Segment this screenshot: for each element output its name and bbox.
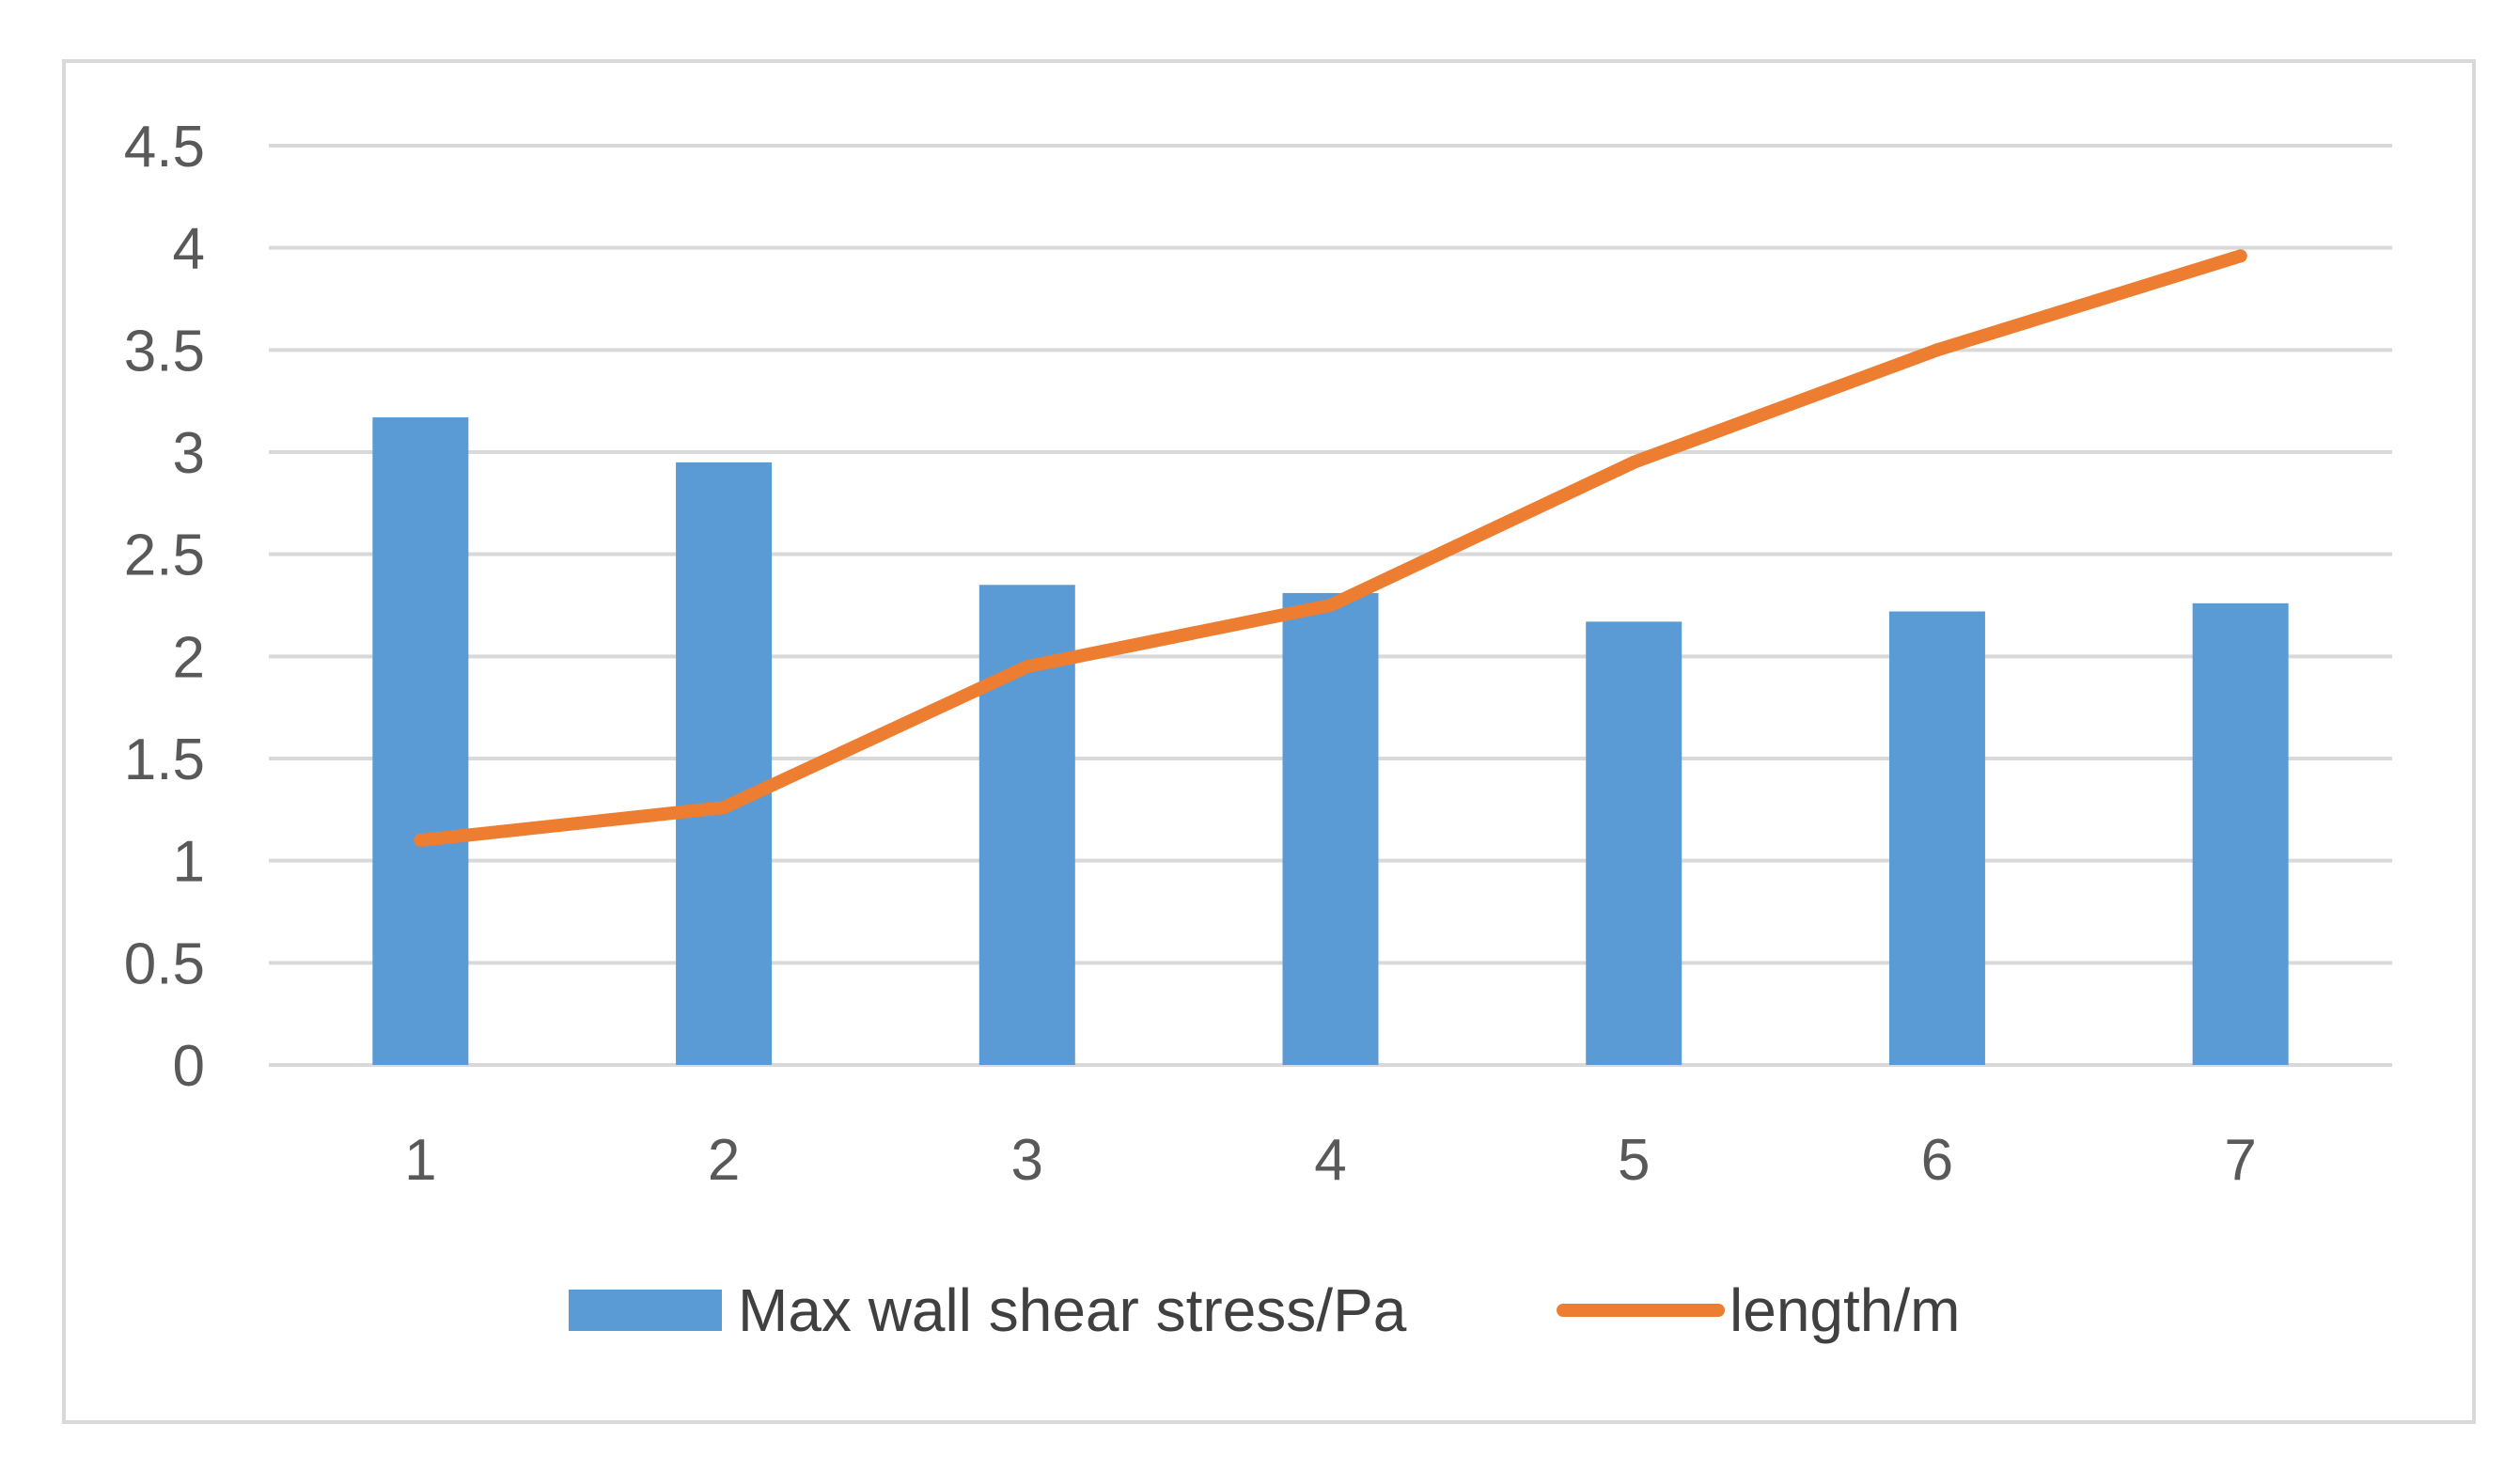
y-tick-label: 0.5 [124,931,205,996]
bar-series [372,417,2289,1065]
bar [676,462,773,1065]
y-tick-label: 1.5 [124,728,205,792]
legend-swatch-bar [569,1290,722,1331]
line-series [414,249,2247,847]
x-axis-ticks: 1 2 3 4 5 6 7 [404,1128,2257,1193]
gridlines [269,144,2392,1067]
x-tick-label: 7 [2224,1128,2256,1193]
line-point [2233,249,2247,263]
line-point [1020,660,1034,674]
bar [2192,602,2289,1065]
line-point [1930,343,1944,357]
line-point [1323,599,1338,612]
bar [372,417,469,1065]
bar [1888,611,1985,1065]
legend-label-line: length/m [1730,1276,1960,1344]
line-point [717,801,731,815]
y-tick-label: 3 [173,421,205,486]
x-tick-label: 3 [1011,1128,1043,1193]
y-tick-label: 0 [173,1034,205,1099]
line-point [414,833,428,847]
x-tick-label: 4 [1314,1128,1346,1193]
y-tick-label: 4 [173,217,205,282]
x-tick-label: 5 [1618,1128,1650,1193]
line-point [1627,455,1641,469]
x-tick-label: 6 [1921,1128,1953,1193]
y-tick-label: 2.5 [124,524,205,588]
y-tick-label: 3.5 [124,319,205,383]
y-tick-label: 2 [173,625,205,690]
x-tick-label: 1 [404,1128,436,1193]
y-axis-ticks: 0 0.5 1 1.5 2 2.5 3 3.5 4 4.5 [124,115,205,1099]
bar [1282,592,1379,1065]
legend: Max wall shear stress/Pa length/m [569,1276,1960,1344]
y-tick-label: 1 [173,830,205,895]
x-tick-label: 2 [708,1128,740,1193]
legend-label-bar: Max wall shear stress/Pa [738,1276,1407,1344]
y-tick-label: 4.5 [124,115,205,180]
bar [1586,621,1683,1065]
